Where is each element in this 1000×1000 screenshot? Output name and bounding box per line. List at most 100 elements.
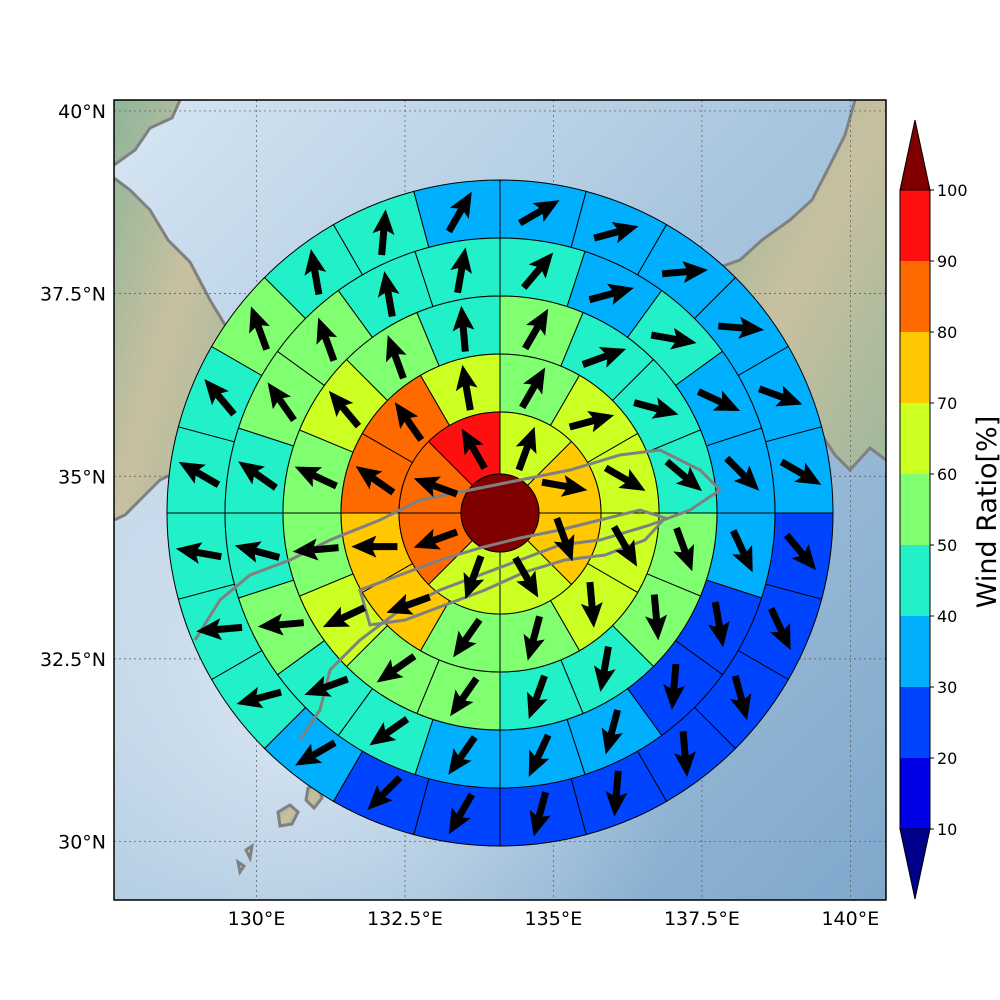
wind-arrow bbox=[463, 554, 485, 600]
longitude-tick-label: 137.5°E bbox=[664, 908, 740, 930]
wind-arrow bbox=[267, 382, 297, 423]
wind-vectors bbox=[175, 191, 822, 837]
colorbar-outline bbox=[899, 189, 931, 830]
wind-arrow bbox=[588, 283, 634, 305]
wind-arrow bbox=[448, 735, 478, 775]
map-frame bbox=[114, 100, 886, 900]
wind-arrow bbox=[553, 516, 575, 562]
wind-arrow bbox=[581, 347, 627, 368]
wind-arrow bbox=[521, 252, 554, 290]
latitude-tick-labels: 30°N 32.5°N 35°N 37.5°N 40°N bbox=[40, 101, 106, 854]
ring-sector-cell bbox=[413, 778, 501, 847]
coastline-korea-north bbox=[114, 100, 182, 167]
colorbar-band bbox=[900, 403, 930, 474]
wind-arrow bbox=[633, 397, 679, 419]
wind-arrow bbox=[518, 200, 560, 227]
wind-arrow bbox=[724, 455, 760, 491]
wind-arrow bbox=[528, 733, 552, 777]
wind-arrow bbox=[663, 663, 686, 710]
wind-arrow bbox=[661, 261, 708, 283]
wind-arrow bbox=[601, 709, 623, 755]
wind-arrow bbox=[178, 461, 221, 488]
wind-arrow bbox=[377, 271, 400, 318]
wind-arrow bbox=[351, 535, 398, 558]
colorbar-tick-labels: 10 20 30 40 50 60 70 80 90 100 bbox=[930, 181, 968, 839]
colorbar-under-extension bbox=[899, 828, 931, 900]
wind-arrow bbox=[294, 466, 338, 490]
wind-arrow bbox=[512, 556, 539, 598]
wind-arrow bbox=[304, 675, 349, 697]
colorbar-tick-label: 60 bbox=[937, 465, 957, 484]
colorbar-band bbox=[900, 687, 930, 758]
wind-arrow bbox=[664, 458, 703, 492]
wind-arrow bbox=[453, 617, 483, 658]
colorbar-band bbox=[900, 332, 930, 403]
wind-arrow bbox=[316, 317, 338, 362]
wind-arrow bbox=[175, 542, 222, 564]
colorbar-tick-label: 30 bbox=[937, 678, 957, 697]
wind-arrow bbox=[304, 249, 327, 296]
colorbar-band bbox=[900, 474, 930, 545]
wind-arrow bbox=[386, 593, 431, 615]
wind-ratio-rings bbox=[166, 179, 834, 847]
wind-arrow bbox=[593, 646, 616, 692]
wind-arrow bbox=[367, 775, 403, 811]
wind-arrow bbox=[376, 653, 417, 683]
latitude-tick-label: 37.5°N bbox=[40, 284, 106, 306]
latitude-tick-label: 35°N bbox=[58, 466, 106, 488]
wind-arrow bbox=[448, 792, 475, 835]
colorbar-tick-label: 100 bbox=[937, 181, 968, 200]
wind-arrow bbox=[605, 770, 628, 817]
wind-arrow bbox=[385, 335, 407, 380]
wind-arrow bbox=[452, 305, 475, 352]
wind-arrow bbox=[295, 739, 337, 766]
colorbar-bands bbox=[900, 190, 930, 829]
wind-arrow bbox=[445, 191, 472, 234]
wind-arrow bbox=[196, 618, 243, 641]
wind-arrow bbox=[249, 306, 270, 351]
latitude-tick-label: 40°N bbox=[58, 101, 106, 123]
wind-arrow bbox=[455, 364, 478, 411]
wind-arrow bbox=[673, 526, 695, 572]
wind-arrow bbox=[372, 209, 395, 256]
wind-arrow bbox=[580, 581, 603, 628]
longitude-tick-label: 140°E bbox=[821, 908, 879, 930]
longitude-tick-label: 132.5°E bbox=[367, 908, 443, 930]
latitude-tick-label: 32.5°N bbox=[40, 649, 106, 671]
wind-arrow bbox=[650, 327, 697, 350]
wind-arrow bbox=[673, 730, 696, 778]
ring-sector-cell bbox=[166, 426, 235, 514]
colorbar: 10 20 30 40 50 60 70 80 90 100 Wind Ratio[%] bbox=[899, 119, 1000, 900]
wind-arrow bbox=[234, 541, 281, 563]
colorbar-band bbox=[900, 616, 930, 687]
longitude-tick-labels: 130°E 132.5°E 135°E 137.5°E 140°E bbox=[228, 908, 880, 930]
wind-arrow bbox=[767, 607, 791, 651]
colorbar-title: Wind Ratio[%] bbox=[972, 416, 1000, 608]
wind-arrow bbox=[238, 461, 278, 491]
colorbar-tick-label: 10 bbox=[937, 820, 957, 839]
colorbar-tick-label: 80 bbox=[937, 323, 957, 342]
wind-arrow bbox=[529, 791, 551, 837]
colorbar-tick-label: 40 bbox=[937, 607, 957, 626]
wind-arrow bbox=[783, 532, 817, 571]
wind-arrow bbox=[541, 475, 588, 497]
longitude-tick-label: 130°E bbox=[228, 908, 286, 930]
wind-arrow bbox=[413, 528, 459, 550]
wind-arrow bbox=[394, 402, 425, 442]
colorbar-band bbox=[900, 190, 930, 261]
colorbar-over-extension bbox=[899, 119, 931, 191]
island-small-south bbox=[235, 842, 255, 876]
colorbar-band bbox=[900, 758, 930, 829]
latitude-tick-label: 30°N bbox=[58, 832, 106, 854]
center-cell bbox=[460, 473, 540, 553]
wind-arrow bbox=[355, 466, 396, 496]
wind-arrow bbox=[527, 674, 548, 720]
wind-arrow bbox=[204, 379, 237, 417]
colorbar-band bbox=[900, 261, 930, 332]
wind-arrow bbox=[779, 458, 822, 485]
wind-arrow bbox=[369, 716, 410, 746]
colorbar-tick-label: 90 bbox=[937, 252, 957, 271]
wind-arrow bbox=[450, 247, 473, 294]
wind-arrow bbox=[730, 674, 752, 721]
wind-arrow bbox=[413, 476, 459, 498]
